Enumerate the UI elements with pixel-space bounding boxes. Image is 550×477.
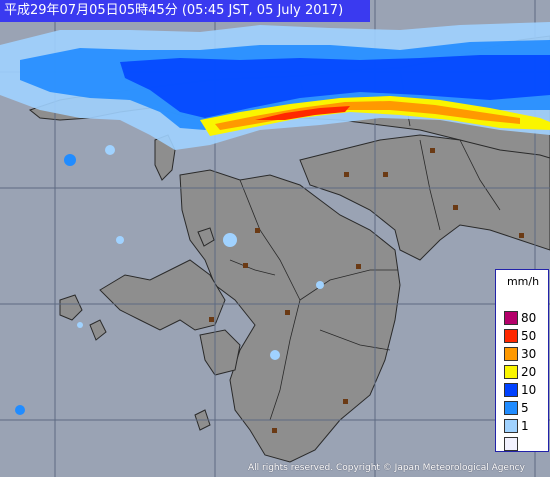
land-goto [59, 294, 83, 321]
legend-swatch-1 [504, 419, 518, 433]
map-title: 平成29年07月05日05時45分 (05:45 JST, 05 July 20… [0, 0, 370, 22]
legend-item-80: 80 [504, 310, 548, 326]
legend-item-50: 50 [504, 328, 548, 344]
legend-label-50: 50 [521, 329, 537, 343]
land-shikoku [299, 134, 550, 261]
legend-item-1: 1 [504, 418, 548, 434]
legend-label-1: 1 [521, 419, 529, 433]
precipitation-legend: mm/h 80 50 30 20 10 5 1 [495, 269, 549, 452]
rain-20 [200, 96, 550, 136]
legend-swatch-0 [504, 437, 518, 451]
legend-swatch-80 [504, 311, 518, 325]
legend-item-5: 5 [504, 400, 548, 416]
legend-item-0 [504, 436, 548, 452]
legend-swatch-20 [504, 365, 518, 379]
land-amakusa [199, 329, 241, 376]
legend-item-20: 20 [504, 364, 548, 380]
legend-swatch-50 [504, 329, 518, 343]
rain-heavy-10 [120, 55, 550, 118]
legend-label-20: 20 [521, 365, 537, 379]
legend-label-5: 5 [521, 401, 529, 415]
legend-swatch-5 [504, 401, 518, 415]
precipitation-echoes [0, 22, 550, 415]
legend-item-10: 10 [504, 382, 548, 398]
legend-item-30: 30 [504, 346, 548, 362]
legend-label-30: 30 [521, 347, 537, 361]
station-markers [209, 148, 524, 433]
land-goto-2 [89, 319, 107, 341]
legend-swatch-30 [504, 347, 518, 361]
legend-label-80: 80 [521, 311, 537, 325]
land-iki [197, 227, 215, 247]
rain-50 [255, 106, 350, 120]
legend-unit: mm/h [506, 275, 540, 288]
land-nagasaki [99, 259, 226, 331]
copyright-notice: All rights reserved. Copyright © Japan M… [248, 463, 525, 473]
legend-label-10: 10 [521, 383, 537, 397]
legend-swatch-10 [504, 383, 518, 397]
rain-30 [215, 101, 520, 130]
